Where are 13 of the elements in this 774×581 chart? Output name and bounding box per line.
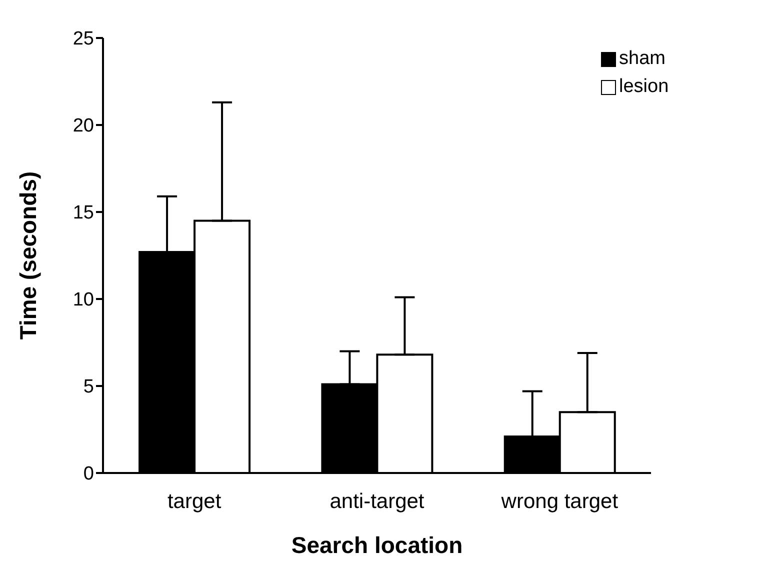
y-tick-label: 25 (72, 28, 94, 50)
x-axis-title: Search location (291, 532, 463, 558)
y-axis-title: Time (seconds) (15, 171, 42, 340)
y-tick-label: 10 (72, 290, 94, 311)
y-tick-label: 0 (83, 464, 94, 485)
y-tick-label: 15 (72, 202, 94, 224)
legend-label: sham (619, 48, 666, 70)
x-tick-label: wrong target (500, 490, 618, 513)
x-tick-label: target (167, 490, 222, 513)
y-tick-label: 5 (83, 376, 94, 398)
legend-label: lesion (619, 76, 669, 98)
y-tick-label: 20 (72, 116, 94, 137)
x-tick-label: anti-target (330, 490, 424, 513)
